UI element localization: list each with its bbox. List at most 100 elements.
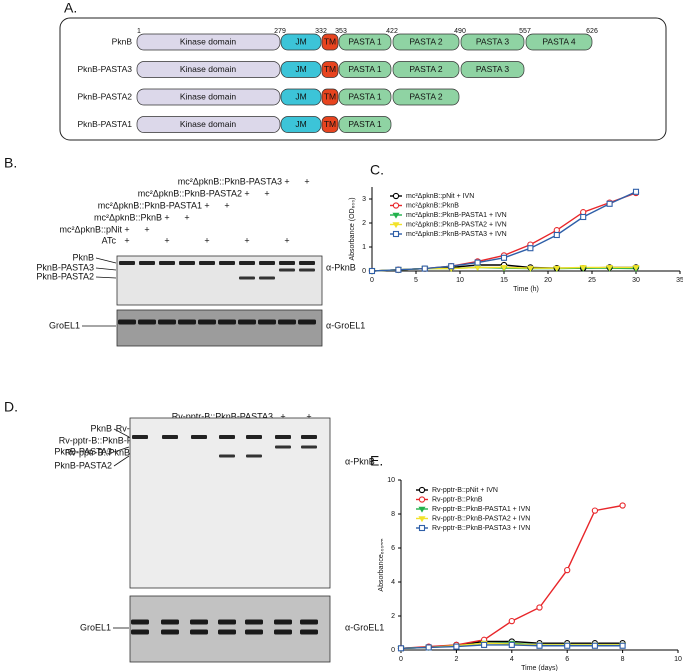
data-point [500, 265, 508, 271]
band [279, 268, 295, 272]
band [301, 435, 317, 439]
pasta-domain [392, 61, 460, 78]
band [300, 619, 318, 625]
data-point [474, 259, 481, 266]
band-label: PknB [72, 252, 94, 262]
kinase-domain [136, 116, 281, 133]
band [219, 261, 235, 265]
band [246, 435, 262, 439]
band [190, 629, 208, 635]
condition-label: mc²ΔpknB::pNit [59, 224, 122, 234]
domain-label: PASTA 1 [348, 36, 382, 46]
band-label: PknB-PASTA2 [54, 460, 112, 470]
data-point [536, 642, 543, 649]
plus-mark: + [306, 411, 311, 421]
data-point [448, 263, 455, 270]
legend-label: mc²ΔpknB::PknB-PASTA2 + IVN [406, 221, 507, 228]
band [132, 435, 148, 439]
plus-mark: + [164, 212, 169, 222]
antibody-label: α-GroEL1 [326, 320, 365, 330]
legend-marker [418, 524, 426, 532]
data-point [526, 265, 534, 272]
band [191, 435, 207, 439]
y-tick-label: 0 [362, 268, 366, 275]
band-label: PknB-PASTA3 [54, 446, 112, 456]
data-point [553, 265, 561, 272]
band [299, 268, 315, 272]
pasta-domain [338, 116, 392, 133]
antibody-label: α-PknB [345, 456, 375, 466]
legend-marker [418, 486, 426, 494]
band-label: PknB-PASTA2 [36, 271, 94, 281]
band [219, 435, 235, 439]
tm-domain [321, 61, 339, 78]
band [190, 619, 208, 625]
pasta-domain [460, 61, 525, 78]
band [131, 629, 149, 635]
data-point [395, 266, 402, 273]
pasta-domain [525, 33, 593, 51]
legend-label: Rv-pptr-B::PknB [432, 496, 483, 503]
band [259, 276, 275, 280]
band [179, 261, 195, 265]
y-tick-label: 6 [391, 545, 395, 552]
domain-label: PASTA 2 [409, 36, 443, 46]
condition-label: mc²ΔpknB::PknB-PASTA3 [178, 176, 282, 186]
condition-label: mc²ΔpknB::PknB-PASTA2 [138, 188, 242, 198]
panel-letter: B. [4, 155, 17, 171]
band-arrow [95, 257, 117, 264]
band-arrow [113, 455, 130, 467]
plus-mark: + [244, 188, 249, 198]
domain-label: PASTA 4 [542, 36, 576, 46]
band [119, 261, 135, 265]
pasta-domain [460, 33, 525, 51]
domain-label: TM [324, 64, 336, 74]
band-label: PknB [90, 423, 112, 433]
x-tick-label: 6 [565, 656, 569, 663]
domain-label: JM [295, 91, 306, 101]
x-tick-label: 15 [500, 277, 508, 284]
band [301, 445, 317, 449]
legend-label: mc²ΔpknB::PknB [406, 202, 459, 209]
residue-label: 279 [274, 28, 286, 35]
y-tick-label: 0 [391, 647, 395, 654]
band [246, 454, 262, 458]
band [162, 435, 178, 439]
data-point [425, 644, 432, 651]
domain-label: JM [295, 119, 306, 129]
domain-label: Kinase domain [180, 64, 237, 74]
legend-marker [418, 496, 426, 503]
data-point [632, 188, 640, 195]
tm-domain [321, 88, 339, 106]
y-tick-label: 10 [387, 477, 395, 484]
band [274, 619, 292, 625]
data-point [606, 200, 613, 207]
domain-label: PASTA 3 [476, 36, 510, 46]
jm-domain [280, 116, 322, 133]
residue-label: 626 [586, 28, 598, 35]
domain-label: JM [295, 36, 306, 46]
y-tick-label: 3 [362, 196, 366, 203]
legend-label: Rv-pptr-B::pNit + IVN [432, 487, 498, 494]
plus-mark: + [204, 235, 209, 245]
domain-label: TM [324, 91, 336, 101]
x-axis-title: Time (days) [521, 665, 558, 671]
band [139, 261, 155, 265]
band [159, 261, 175, 265]
blot-bottom [116, 309, 323, 347]
condition-label: mc²ΔpknB::PknB [94, 212, 162, 222]
y-tick-label: 2 [391, 613, 395, 620]
band [258, 319, 276, 325]
antibody-label: α-PknB [326, 262, 356, 272]
band-label: GroEL1 [49, 320, 80, 330]
legend-label: Rv-pptr-B::PknB-PASTA3 + IVN [432, 525, 530, 532]
band [239, 261, 255, 265]
panel-a-frame [59, 17, 667, 141]
band [131, 619, 149, 625]
band-arrow [95, 276, 117, 279]
band [138, 319, 156, 325]
data-point [632, 265, 640, 271]
band-arrow [113, 428, 130, 438]
band [161, 619, 179, 625]
